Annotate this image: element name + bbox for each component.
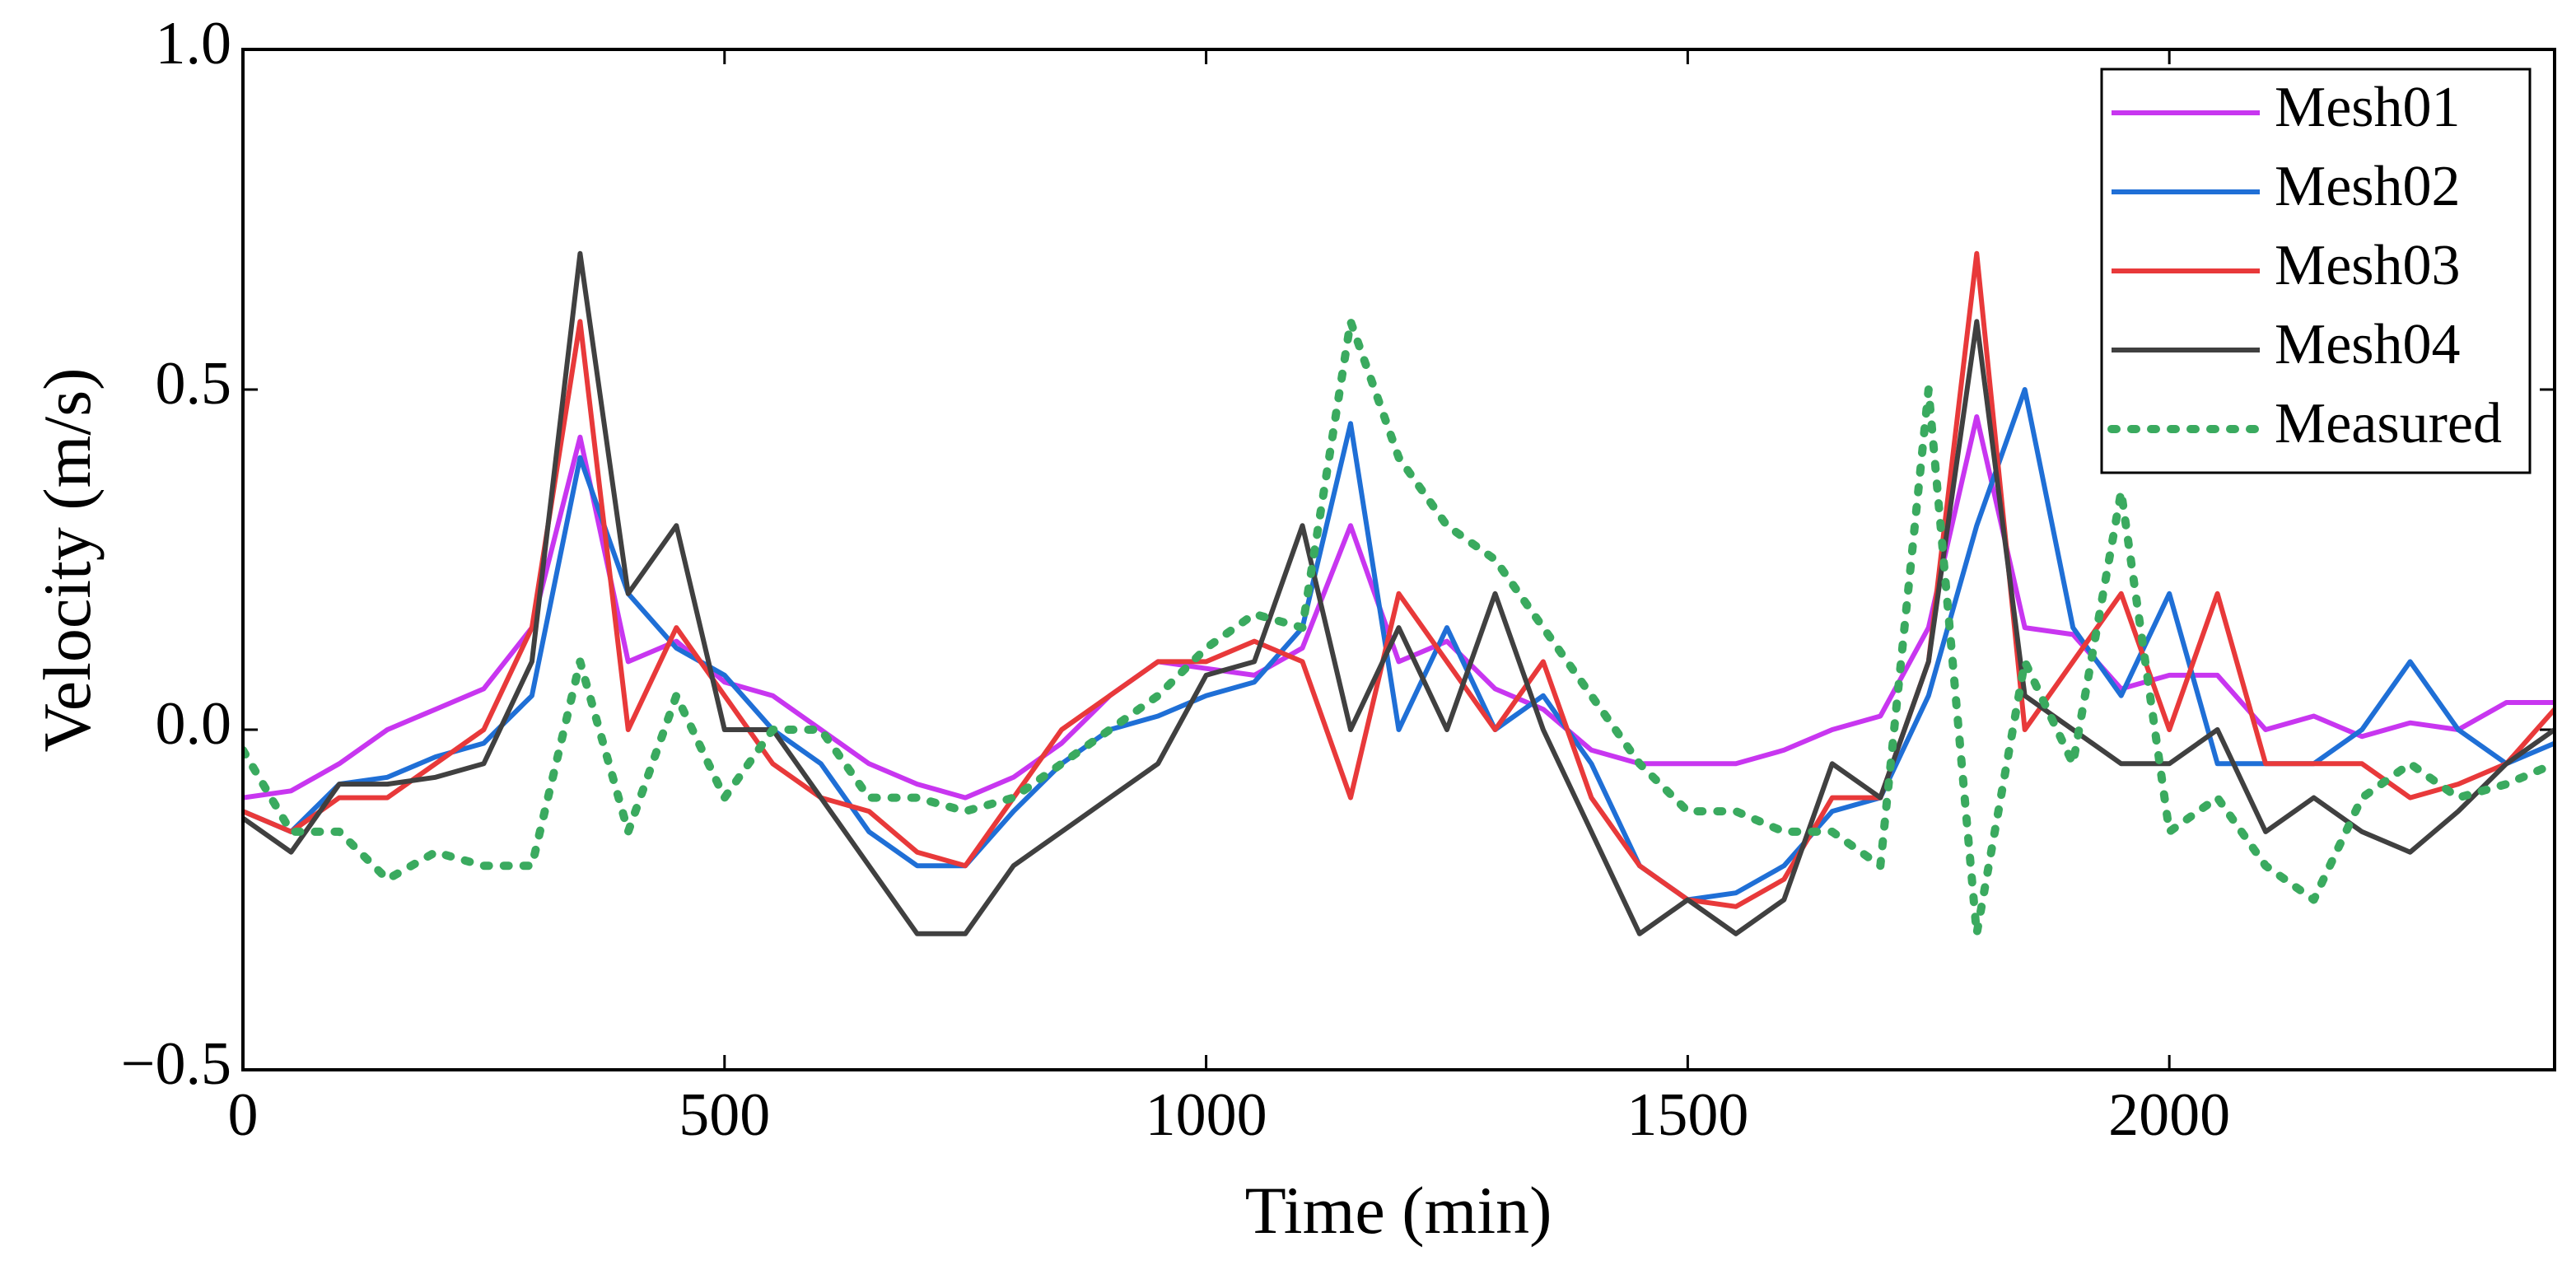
x-axis-title: Time (min) (1245, 1173, 1552, 1248)
plot-frame (241, 48, 2556, 1071)
legend-label: Mesh02 (2275, 155, 2461, 218)
x-tick-label: 1500 (1626, 1081, 1748, 1149)
y-tick-label: −0.5 (121, 1030, 231, 1098)
series-line (243, 414, 2555, 801)
x-tick-label: 500 (679, 1081, 770, 1149)
y-tick-label: 0.0 (156, 690, 232, 758)
x-tick-label: 0 (228, 1081, 259, 1149)
series-line (243, 250, 2555, 936)
x-tick-label: 1000 (1146, 1081, 1267, 1149)
series-line (243, 250, 2555, 909)
x-tick-label: 2000 (2108, 1081, 2230, 1149)
y-tick-label: 0.5 (156, 350, 232, 418)
y-tick-label: 1.0 (156, 10, 232, 77)
legend-label: Measured (2275, 392, 2502, 455)
legend-label: Mesh03 (2275, 234, 2461, 297)
legend-label: Mesh01 (2275, 76, 2461, 139)
y-axis-title: Velocity (m/s) (30, 368, 105, 753)
series-line (243, 317, 2555, 938)
legend-label: Mesh04 (2275, 313, 2461, 376)
